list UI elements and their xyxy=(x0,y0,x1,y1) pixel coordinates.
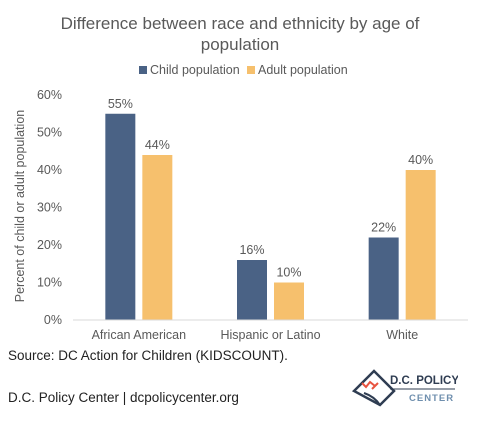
bar-adult xyxy=(274,282,304,320)
bar-child xyxy=(237,260,267,320)
chart-title-line-2: population xyxy=(201,35,279,54)
dc-map-icon xyxy=(351,369,396,407)
y-tick-label: 0% xyxy=(44,313,62,327)
dc-policy-center-logo: D.C. POLICY CENTER xyxy=(351,369,458,407)
legend: Child population Adult population xyxy=(139,63,348,77)
bars xyxy=(105,113,436,320)
credit-line: D.C. Policy Center | dcpolicycenter.org xyxy=(8,390,239,405)
legend-label-adult: Adult population xyxy=(258,63,348,77)
x-axis-ticks: African American Hispanic or Latino White xyxy=(92,328,419,342)
bar-value-label: 10% xyxy=(276,266,301,280)
y-tick-label: 50% xyxy=(37,126,62,140)
source-note: Source: DC Action for Children (KIDSCOUN… xyxy=(8,348,288,363)
svg-text:CENTER: CENTER xyxy=(409,393,454,404)
bar-adult xyxy=(142,155,173,320)
bar-value-label: 16% xyxy=(239,243,264,257)
bar-adult xyxy=(405,170,436,320)
bar-value-label: 44% xyxy=(145,138,170,152)
y-tick-label: 40% xyxy=(37,163,62,177)
y-tick-label: 10% xyxy=(37,276,62,290)
bar-value-label: 22% xyxy=(371,221,396,235)
y-tick-label: 20% xyxy=(37,238,62,252)
x-tick-label: Hispanic or Latino xyxy=(220,328,320,342)
bar-value-label: 40% xyxy=(408,153,433,167)
y-axis-ticks: 0% 10% 20% 30% 40% 50% 60% xyxy=(37,88,62,327)
legend-swatch-adult xyxy=(247,66,255,74)
legend-swatch-child xyxy=(139,66,147,74)
svg-text:D.C. POLICY: D.C. POLICY xyxy=(390,375,458,387)
y-axis-title: Percent of child or adult population xyxy=(13,110,27,303)
y-tick-label: 60% xyxy=(37,88,62,102)
chart-title-line-1: Difference between race and ethnicity by… xyxy=(61,14,420,33)
bar-child xyxy=(105,113,136,320)
chart: Difference between race and ethnicity by… xyxy=(13,14,468,342)
bar-value-label: 55% xyxy=(108,97,133,111)
x-tick-label: African American xyxy=(92,328,187,342)
x-tick-label: White xyxy=(386,328,418,342)
bar-child xyxy=(368,237,399,320)
legend-label-child: Child population xyxy=(150,63,240,77)
bar-data-labels: 55% 44% 16% 10% 22% 40% xyxy=(108,97,433,280)
y-tick-label: 30% xyxy=(37,201,62,215)
